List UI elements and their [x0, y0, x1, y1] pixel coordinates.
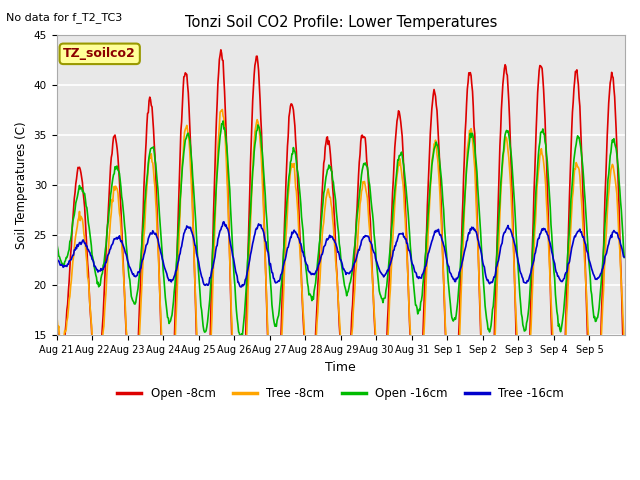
Line: Open -16cm: Open -16cm	[56, 121, 624, 338]
Open -8cm	[401, 179, 408, 184]
Open -16cm	[119, 205, 127, 211]
Tree -16cm	[253, 226, 261, 232]
Tree -8cm	[52, 312, 60, 318]
Open -16cm	[225, 166, 232, 172]
Open -8cm	[275, 393, 282, 399]
Open -8cm	[620, 373, 628, 379]
Tree -16cm	[220, 219, 228, 225]
Tree -8cm	[225, 209, 232, 215]
Title: Tonzi Soil CO2 Profile: Lower Temperatures: Tonzi Soil CO2 Profile: Lower Temperatur…	[184, 15, 497, 30]
Tree -8cm	[218, 107, 226, 112]
Tree -16cm	[225, 228, 232, 234]
Tree -8cm	[620, 344, 628, 349]
Open -16cm	[253, 128, 261, 133]
Text: No data for f_T2_TC3: No data for f_T2_TC3	[6, 12, 123, 23]
Open -16cm	[433, 139, 440, 145]
Tree -16cm	[237, 284, 244, 290]
Y-axis label: Soil Temperatures (C): Soil Temperatures (C)	[15, 121, 28, 249]
Tree -8cm	[119, 265, 127, 271]
Open -16cm	[401, 169, 408, 175]
Open -8cm	[225, 199, 232, 204]
Open -16cm	[220, 118, 227, 124]
Open -16cm	[52, 238, 60, 243]
Text: TZ_soilco2: TZ_soilco2	[63, 48, 136, 60]
Open -16cm	[620, 254, 628, 260]
Tree -8cm	[433, 143, 440, 148]
Open -8cm	[52, 314, 60, 320]
Tree -8cm	[275, 398, 282, 404]
Open -16cm	[237, 335, 244, 341]
Line: Tree -8cm: Tree -8cm	[56, 109, 624, 462]
Tree -16cm	[620, 254, 628, 260]
Tree -16cm	[401, 234, 408, 240]
Tree -8cm	[253, 117, 261, 122]
Tree -8cm	[401, 205, 408, 211]
X-axis label: Time: Time	[325, 360, 356, 373]
Tree -16cm	[119, 242, 127, 248]
Tree -16cm	[433, 228, 440, 233]
Tree -16cm	[52, 255, 60, 261]
Line: Open -8cm: Open -8cm	[56, 50, 624, 480]
Open -8cm	[253, 53, 261, 59]
Open -8cm	[433, 102, 440, 108]
Tree -8cm	[235, 459, 243, 465]
Legend: Open -8cm, Tree -8cm, Open -16cm, Tree -16cm: Open -8cm, Tree -8cm, Open -16cm, Tree -…	[113, 382, 569, 404]
Open -8cm	[119, 256, 127, 262]
Open -8cm	[217, 47, 225, 53]
Tree -16cm	[275, 278, 282, 284]
Open -16cm	[275, 312, 282, 318]
Line: Tree -16cm: Tree -16cm	[56, 222, 624, 287]
